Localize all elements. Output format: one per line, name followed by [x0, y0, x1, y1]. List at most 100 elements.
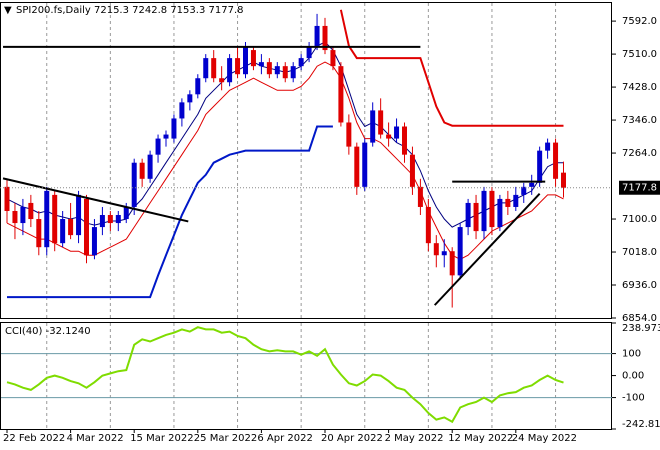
candle-body [179, 102, 185, 119]
overlay-line [6, 326, 564, 424]
overlay-line [339, 9, 564, 127]
candle-body [187, 94, 193, 103]
overlay-line [6, 61, 564, 260]
y-tick-label: 238.9731 [622, 323, 660, 334]
candle-body [330, 50, 336, 67]
candle-body [409, 154, 415, 187]
x-tick-label: 15 Mar 2022 [130, 433, 193, 444]
y-tick-label: 7428.0 [622, 82, 657, 93]
x-tick-label: 2 May 2022 [385, 433, 444, 444]
candle-body [243, 46, 248, 75]
x-tick-label: 25 Mar 2022 [194, 433, 257, 444]
y-tick-label: 7018.0 [622, 247, 657, 258]
candle-body [306, 46, 312, 59]
candle-body [362, 142, 368, 187]
candle-body [489, 190, 495, 228]
trend-line [433, 193, 541, 306]
candle-body [203, 58, 209, 79]
candle-body [282, 66, 288, 79]
candle-body [107, 215, 113, 224]
y-tick-label: -100 [622, 393, 645, 404]
y-tick-label: 7592.0 [622, 16, 657, 27]
candle-body [314, 25, 320, 47]
candle-body [402, 126, 407, 155]
y-tick-label: 6936.0 [622, 280, 657, 291]
candle-body [12, 210, 18, 224]
candle-body [346, 122, 352, 147]
candle-body [298, 58, 304, 67]
chart-title: SPI200.fs,Daily 7215.3 7242.8 7153.3 717… [16, 5, 243, 16]
candle-body [266, 62, 272, 75]
candle-body [441, 251, 447, 256]
candle-body [147, 154, 153, 179]
candle-body [274, 66, 280, 75]
candle-body [4, 186, 10, 211]
candle-body [425, 206, 431, 244]
candle-body [537, 150, 543, 183]
y-tick-label: 6854.0 [622, 313, 657, 324]
candle-body [123, 206, 129, 220]
candle-body [370, 110, 376, 143]
candle-body [115, 215, 121, 224]
candle-body [20, 206, 26, 224]
candle-body [529, 182, 535, 187]
candle-body [36, 219, 42, 248]
candle-body [473, 202, 479, 232]
candle-body [44, 190, 50, 248]
candle-body [99, 215, 105, 228]
price-panel [0, 2, 612, 319]
y-tick-label: 7346.0 [622, 115, 657, 126]
candle-body [60, 219, 66, 244]
candle-body [155, 138, 161, 155]
candle-body [211, 58, 217, 79]
candle-body [505, 198, 511, 207]
candle-body [354, 146, 360, 187]
candle-body [139, 162, 145, 179]
x-tick-label: 6 Apr 2022 [257, 433, 312, 444]
candle-body [386, 134, 392, 139]
candle-body [545, 142, 551, 151]
y-tick-label: 7100.0 [622, 214, 657, 225]
candle-body [68, 219, 74, 236]
current-price-box [619, 180, 660, 195]
overlay-line [7, 125, 333, 299]
candle-body [449, 251, 455, 276]
x-tick-label: 22 Feb 2022 [3, 433, 65, 444]
candle-body [513, 194, 519, 207]
candle-body [322, 25, 328, 51]
candle-body [219, 78, 225, 83]
candle-body [195, 78, 201, 95]
y-tick-label: 100 [622, 349, 641, 360]
candle-body [171, 118, 177, 139]
candle-body [163, 134, 169, 139]
candle-body [561, 172, 566, 188]
candle-body [433, 243, 439, 256]
candle-body [250, 50, 256, 67]
candle-body [394, 126, 400, 139]
candle-body [417, 186, 423, 207]
candle-body [91, 227, 97, 256]
y-tick-label: -242.819 [622, 419, 660, 430]
y-tick-label: 7264.0 [622, 148, 657, 159]
x-tick-label: 24 May 2022 [512, 433, 577, 444]
candle-body [76, 194, 82, 236]
candle-body [131, 162, 137, 207]
current-price-label: 7177.8 [622, 183, 657, 194]
candle-body [235, 58, 241, 75]
candle-body [338, 66, 344, 123]
candle-body [553, 142, 559, 179]
candle-body [290, 66, 296, 79]
indicator-title: CCI(40) -32.1240 [5, 326, 91, 337]
y-tick-label: 7510.0 [622, 49, 657, 60]
candle-body [457, 227, 463, 276]
candle-body [52, 194, 58, 244]
candle-body [28, 202, 34, 220]
x-tick-label: 20 Apr 2022 [321, 433, 383, 444]
candle-body [227, 58, 233, 83]
candle-body [521, 186, 527, 195]
indicator-panel [0, 322, 612, 430]
candle-body [497, 198, 503, 228]
candle-body [481, 190, 487, 232]
candle-body [84, 198, 89, 256]
